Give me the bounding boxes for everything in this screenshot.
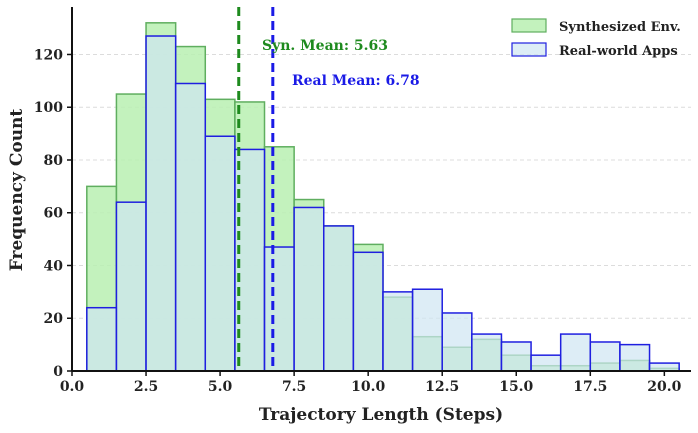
bar-series-1-bin-2 [145, 35, 177, 372]
axes-layer [71, 7, 691, 372]
bar-series-1-bin-14 [500, 341, 532, 372]
bar-series-1-bin-11 [411, 288, 443, 372]
bar-series-1-bin-0 [86, 306, 118, 372]
y-tick-label-4: 80 [44, 153, 64, 169]
ticks-layer: 0.0 2.5 5.0 7.5 10.0 12.5 15.0 17.5 20.0 0 20 40 60 8… [34, 47, 682, 395]
bar-series-1-bin-3 [174, 82, 207, 372]
legend-label-real-world: Real-world Apps [559, 44, 678, 59]
x-tick-label-0: 0.0 [60, 379, 85, 395]
x-tick-label-8: 20.0 [647, 379, 681, 395]
bar-series-1-bin-16 [559, 333, 592, 372]
bar-series-1-bin-7 [293, 206, 325, 372]
legend-swatch-synthesized [511, 18, 547, 33]
legend-swatch-real-world [511, 42, 547, 57]
y-tick-label-1: 20 [44, 311, 64, 327]
legend-label-synthesized: Synthesized Env. [559, 20, 681, 35]
y-tick-label-6: 120 [34, 47, 63, 63]
real-mean-annotation: Real Mean: 6.78 [292, 73, 420, 89]
y-tick-label-5: 100 [34, 100, 63, 116]
x-tick-label-1: 2.5 [134, 379, 158, 395]
mean-lines-layer [237, 7, 275, 371]
x-tick-label-2: 5.0 [208, 379, 233, 395]
x-tick-label-6: 15.0 [499, 379, 533, 395]
bar-series-1-bin-12 [441, 312, 473, 372]
bar-series-1-bin-10 [382, 291, 414, 372]
x-tick-label-5: 12.5 [425, 379, 459, 395]
x-tick-label-7: 17.5 [573, 379, 607, 395]
bar-series-1-bin-9 [352, 251, 384, 372]
bar-series-1-bin-15 [530, 354, 562, 372]
x-axis-title: Trajectory Length (Steps) [259, 405, 503, 425]
bar-series-1-bin-1 [115, 201, 147, 372]
y-axis-title: Frequency Count [7, 109, 27, 272]
bar-series-1-bin-4 [204, 135, 236, 372]
y-tick-label-2: 40 [44, 258, 64, 274]
bar-series-1-bin-13 [471, 333, 503, 372]
syn-mean-annotation: Syn. Mean: 5.63 [262, 38, 388, 54]
bar-series-1-bin-8 [322, 225, 355, 372]
bar-series-1-bin-19 [648, 362, 680, 372]
bar-series-1-bin-6 [263, 246, 295, 372]
x-tick-label-4: 10.0 [351, 379, 385, 395]
y-tick-label-0: 0 [53, 364, 63, 380]
legend: Synthesized Env. Real-world Apps [511, 18, 681, 59]
bar-series-1-bin-18 [619, 343, 651, 372]
x-tick-label-3: 7.5 [282, 379, 306, 395]
y-tick-label-3: 60 [44, 206, 64, 222]
bar-series-1-bin-17 [589, 341, 621, 372]
